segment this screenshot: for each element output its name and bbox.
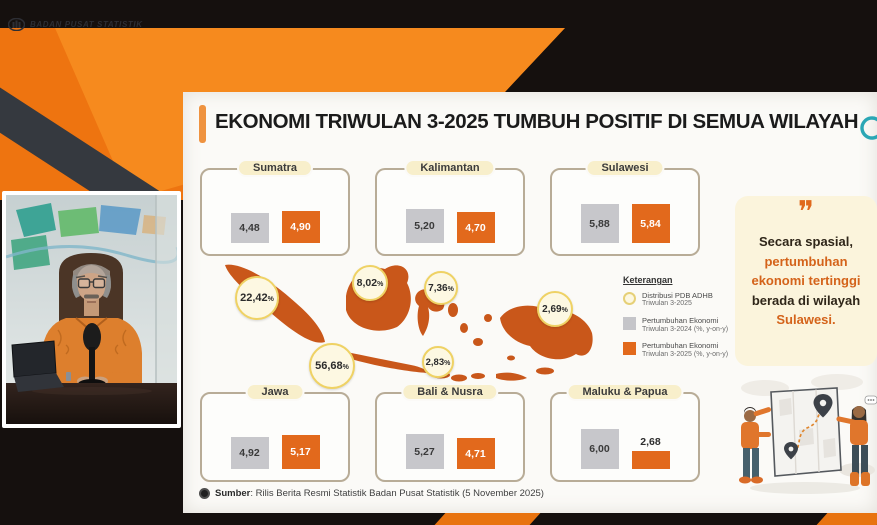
speaker-video-feed <box>2 191 181 428</box>
circle-swatch-icon <box>623 292 636 305</box>
orange-swatch-icon <box>623 342 636 356</box>
source-line: Sumber: Rilis Berita Resmi Statistik Bad… <box>199 488 544 499</box>
legend-title: Keterangan <box>623 275 673 285</box>
source-text: : Rilis Berita Resmi Statistik Badan Pus… <box>250 488 544 499</box>
region-card-bali-nusra: Bali & Nusra 5,27 4,71 <box>375 385 525 482</box>
source-label: Sumber <box>215 488 251 499</box>
region-name: Maluku & Papua <box>568 385 682 399</box>
source-dot-icon <box>199 488 210 499</box>
region-name: Kalimantan <box>406 161 494 175</box>
quote-line: Secara spasial, <box>759 234 853 249</box>
quote-line: ekonomi tertinggi <box>751 273 861 288</box>
region-card-sumatra: Sumatra 4,48 4,90 <box>200 161 350 256</box>
bottom-deco-stripe <box>816 513 877 525</box>
gray-swatch-icon <box>623 317 636 331</box>
bar-prev-year: 5,20 <box>405 209 444 243</box>
quote-icon: ❞ <box>797 196 815 229</box>
bar-prev-year: 4,92 <box>230 437 269 469</box>
legend-item-growth-2024: Pertumbuhan Ekonomi Triwulan 3-2024 (%, y… <box>623 316 738 334</box>
share-badge-maluku-papua: 2,69% <box>537 291 573 327</box>
legend-item-distribution: Distribusi PDB ADHB Triwulan 3-2025 <box>623 291 738 309</box>
quote-line: berada di wilayah <box>751 292 861 308</box>
partial-logo-mark <box>860 116 877 140</box>
quote-line: Sulawesi. <box>776 312 836 327</box>
bps-logo-text: BADAN PUSAT STATISTIK <box>30 20 143 29</box>
bps-logo: BADAN PUSAT STATISTIK <box>8 18 143 31</box>
share-badge-jawa: 56,68% <box>309 343 355 389</box>
bottom-deco-stripe <box>434 513 541 525</box>
map-people-illustration <box>739 374 877 494</box>
share-badge-bali-nusra: 2,83% <box>422 346 454 378</box>
region-name: Jawa <box>247 385 303 399</box>
bar-curr-year: 5,17 <box>281 435 320 469</box>
region-name: Bali & Nusra <box>403 385 497 399</box>
region-card-kalimantan: Kalimantan 5,20 4,70 <box>375 161 525 256</box>
bar-prev-year: 4,48 <box>230 213 269 243</box>
bar-curr-year: 5,84 <box>631 204 670 243</box>
region-card-maluku-papua: Maluku & Papua 6,00 2,68 <box>550 385 700 482</box>
title-accent-bar <box>199 105 206 143</box>
bar-curr-year: 4,71 <box>456 438 495 469</box>
slide-title: EKONOMI TRIWULAN 3-2025 TUMBUH POSITIF D… <box>215 110 859 133</box>
bps-logo-icon <box>8 18 25 31</box>
bar-prev-year: 6,00 <box>580 429 619 469</box>
region-card-sulawesi: Sulawesi 5,88 5,84 <box>550 161 700 256</box>
share-badge-sumatra: 22,42% <box>235 276 279 320</box>
share-badge-kalimantan: 8,02% <box>352 265 388 301</box>
region-card-jawa: Jawa 4,92 5,17 <box>200 385 350 482</box>
legend: Keterangan Distribusi PDB ADHB Triwulan 3… <box>623 275 738 366</box>
bar-curr-year: 4,70 <box>456 212 495 243</box>
share-badge-sulawesi: 7,36% <box>424 271 458 305</box>
quote-panel: ❞ Secara spasial, pertumbuhan ekonomi te… <box>735 196 877 366</box>
presentation-slide: EKONOMI TRIWULAN 3-2025 TUMBUH POSITIF D… <box>183 92 877 513</box>
region-name: Sumatra <box>238 161 312 175</box>
legend-item-growth-2025: Pertumbuhan Ekonomi Triwulan 3-2025 (%, y… <box>623 341 738 359</box>
bar-curr-year: 4,90 <box>281 211 320 243</box>
bar-prev-year: 5,88 <box>580 204 619 243</box>
region-name: Sulawesi <box>587 161 663 175</box>
quote-line: pertumbuhan <box>764 253 848 269</box>
bar-prev-year: 5,27 <box>405 434 444 469</box>
speaker-scene <box>6 195 177 424</box>
bar-curr-year: 2,68 <box>631 436 670 469</box>
